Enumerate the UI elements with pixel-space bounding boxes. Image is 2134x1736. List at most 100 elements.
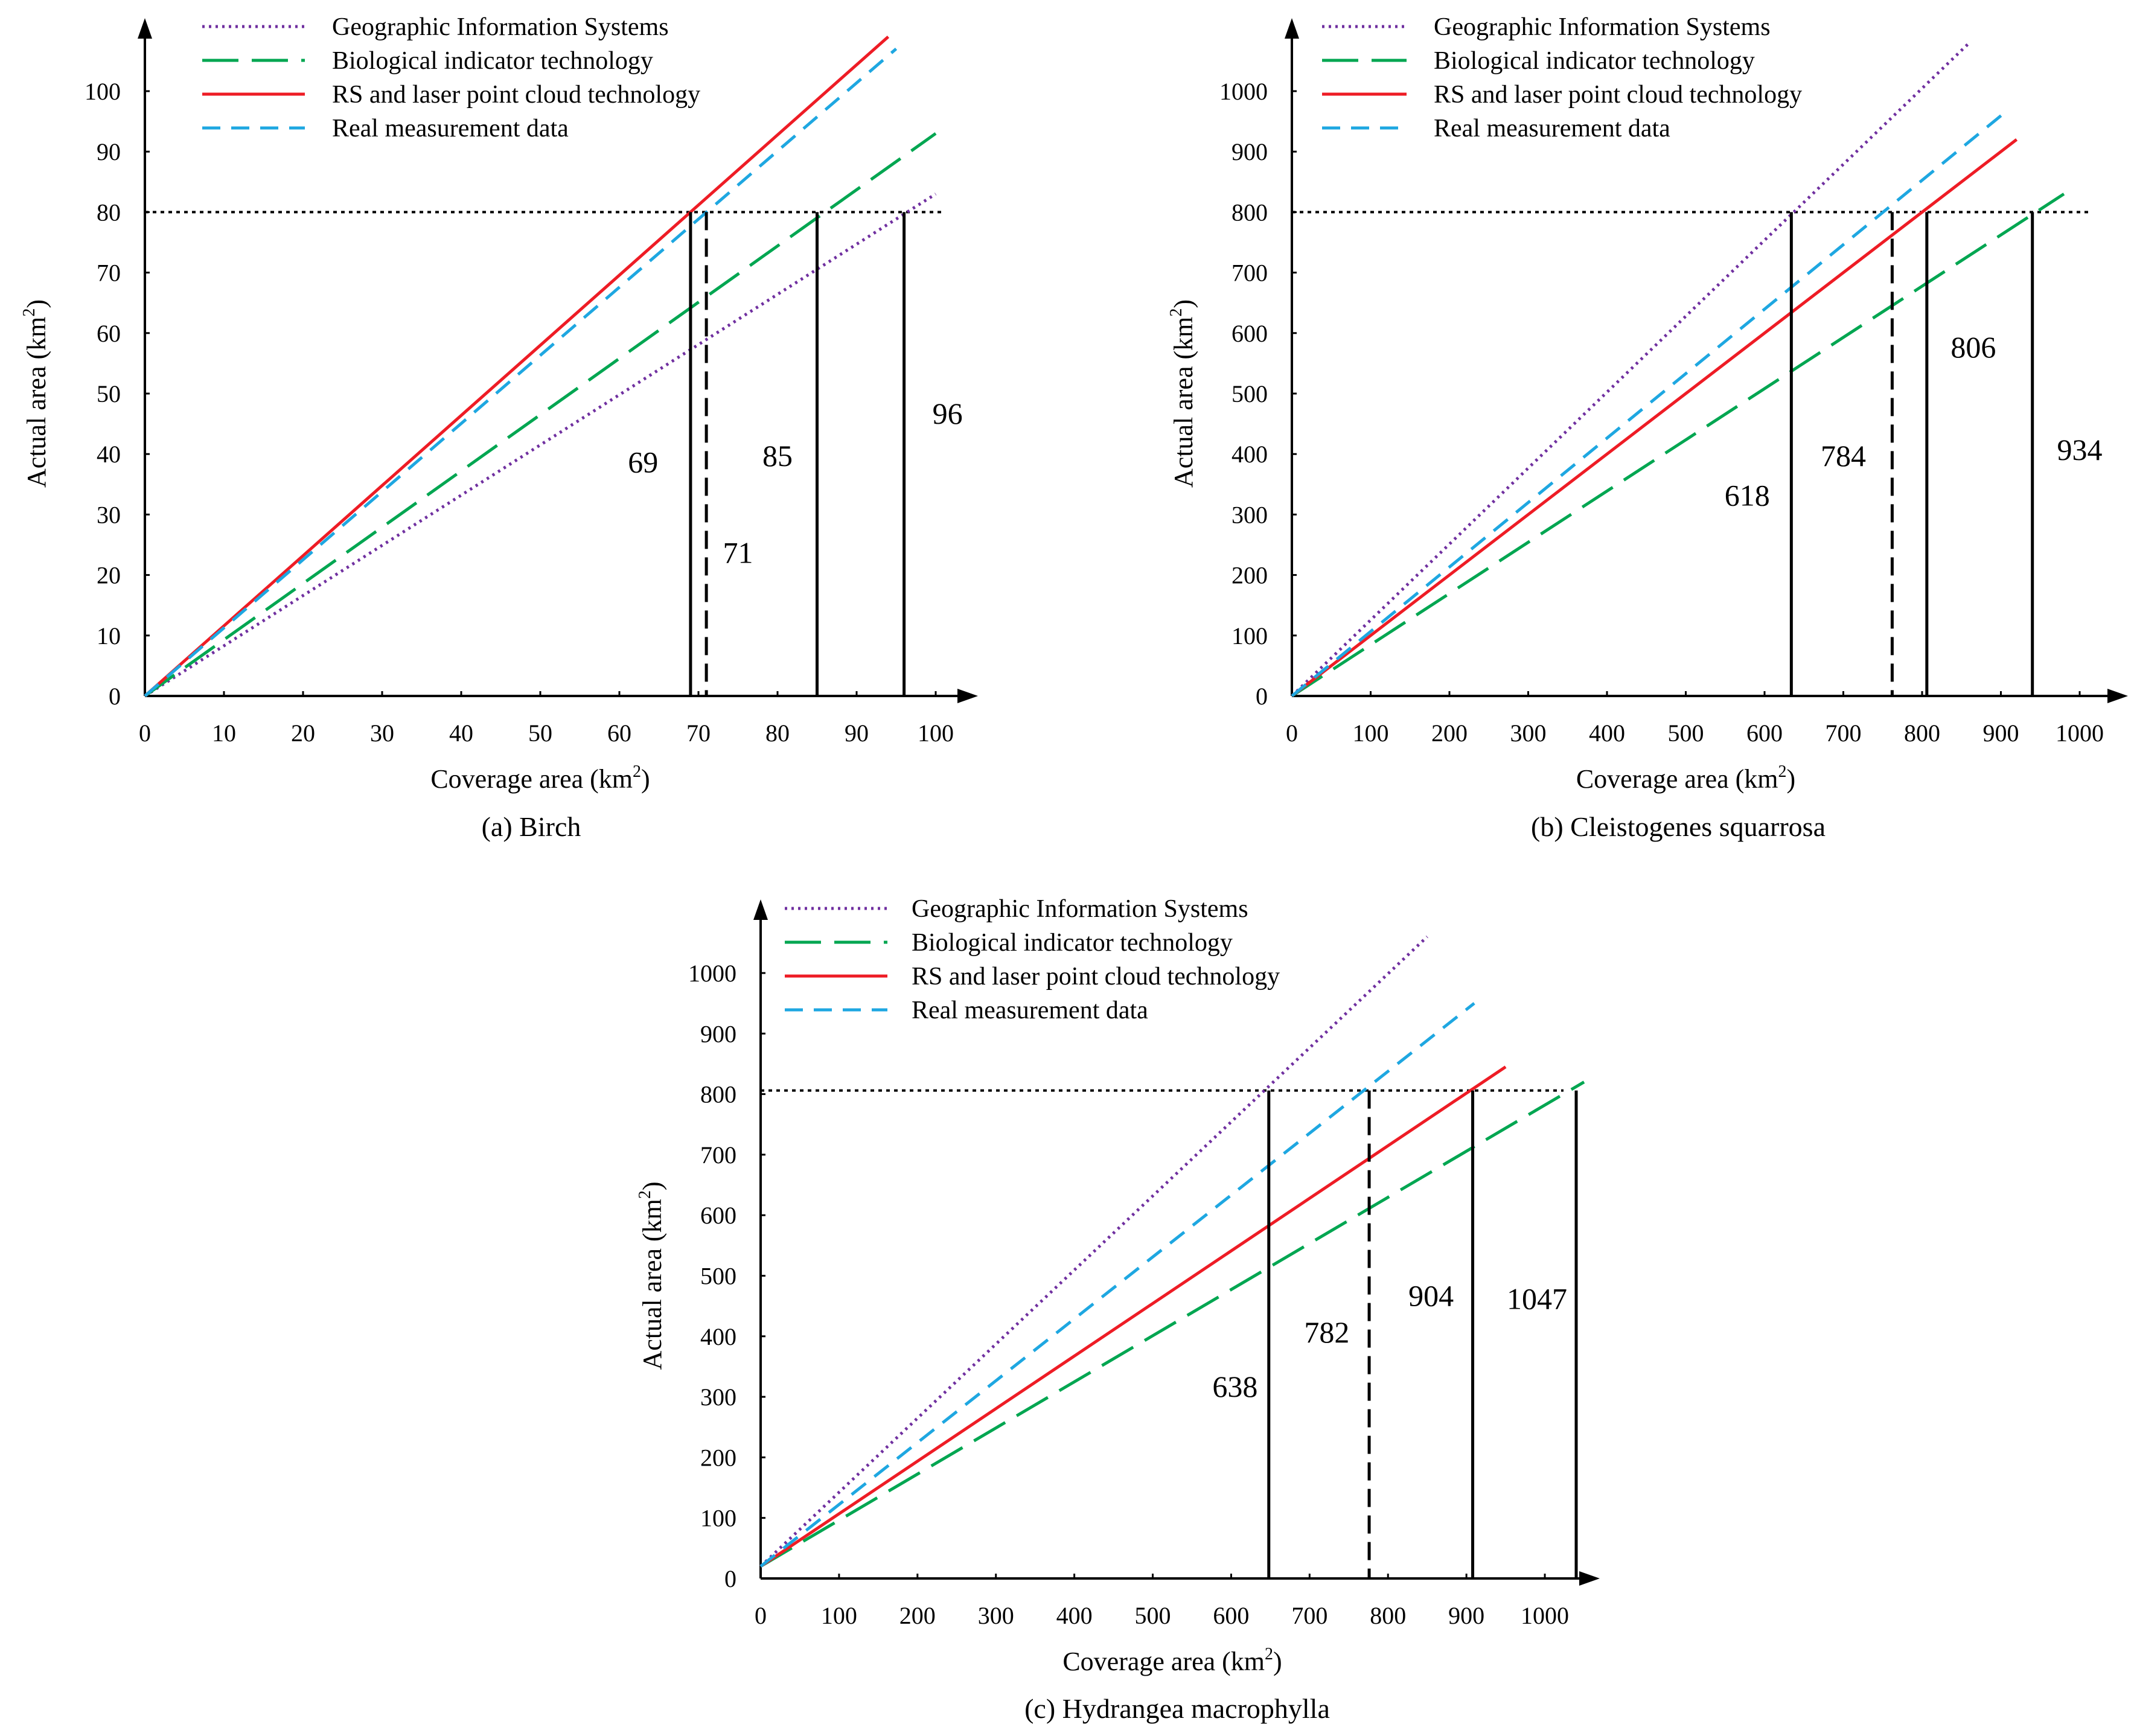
- y-tick-label: 1000: [688, 960, 736, 987]
- x-tick-label: 30: [370, 720, 394, 747]
- x-tick-label: 1000: [2056, 720, 2104, 747]
- legend-label-bio: Biological indicator technology: [332, 47, 653, 75]
- drop-line-label: 96: [933, 397, 963, 430]
- y-tick-label: 90: [97, 138, 121, 165]
- y-tick-label: 0: [109, 683, 121, 710]
- legend-label-gis: Geographic Information Systems: [1434, 13, 1771, 41]
- y-axis-label: Actual area (km2): [636, 1181, 667, 1370]
- y-tick-label: 60: [97, 320, 121, 347]
- chart-panel-c: 0 100 200 300 400 500 600 700 800 900 1000 0 100 200 3…: [636, 895, 1600, 1724]
- x-tick-label: 40: [449, 720, 473, 747]
- series-line-bio: [1291, 193, 2065, 698]
- y-tick-label: 70: [97, 260, 121, 287]
- x-tick-label: 0: [755, 1602, 767, 1629]
- legend-label-real: Real measurement data: [1434, 115, 1670, 142]
- x-tick-label: 900: [1448, 1602, 1484, 1629]
- x-tick-label: 700: [1291, 1602, 1327, 1629]
- y-tick-label: 600: [700, 1202, 736, 1229]
- y-tick-label: 0: [1256, 683, 1268, 710]
- chart-panel-b: 0 100 200 300 400 500 600 700 800 900 1000 0 100 200 3…: [1167, 13, 2128, 842]
- y-tick-label: 800: [700, 1081, 736, 1108]
- x-tick-label: 800: [1904, 720, 1940, 747]
- chart-caption: (b) Cleistogenes squarrosa: [1531, 811, 1826, 842]
- x-axis-arrow-icon: [2107, 689, 2128, 703]
- y-tick-label: 100: [1232, 622, 1268, 649]
- y-tick-label: 30: [97, 501, 121, 528]
- x-tick-label: 90: [845, 720, 869, 747]
- y-tick-label: 600: [1232, 320, 1268, 347]
- series-line-rs: [144, 35, 890, 697]
- legend-label-rs: RS and laser point cloud technology: [332, 81, 700, 109]
- x-tick-label: 70: [686, 720, 711, 747]
- legend-label-rs: RS and laser point cloud technology: [912, 963, 1280, 991]
- y-tick-label: 50: [97, 380, 121, 407]
- series-line-real: [759, 1002, 1475, 1568]
- x-tick-label: 500: [1668, 720, 1704, 747]
- legend-label-bio: Biological indicator technology: [912, 929, 1233, 957]
- x-tick-label: 20: [291, 720, 315, 747]
- drop-line-label: 934: [2057, 433, 2103, 467]
- x-axis-label: Coverage area (km2): [430, 762, 650, 794]
- x-axis-arrow-icon: [1579, 1571, 1600, 1586]
- series-line-gis: [1291, 42, 1971, 697]
- y-tick-label: 200: [1232, 562, 1268, 589]
- x-tick-label: 800: [1370, 1602, 1406, 1629]
- chart-caption: (a) Birch: [482, 811, 581, 842]
- x-tick-label: 900: [1983, 720, 2019, 747]
- legend: Geographic Information Systems Biological…: [1322, 13, 1802, 142]
- y-tick-label: 800: [1232, 199, 1268, 226]
- x-axis-arrow-icon: [957, 689, 978, 703]
- y-tick-label: 900: [1232, 138, 1268, 165]
- series-line-real: [1291, 108, 2010, 697]
- y-tick-label: 100: [700, 1505, 736, 1532]
- x-tick-label: 1000: [1521, 1602, 1569, 1629]
- drop-line-label: 618: [1725, 478, 1770, 512]
- x-tick-label: 500: [1135, 1602, 1171, 1629]
- y-tick-label: 0: [724, 1565, 736, 1592]
- x-tick-label: 600: [1213, 1602, 1249, 1629]
- drop-line-label: 69: [628, 445, 658, 479]
- y-tick-label: 300: [700, 1383, 736, 1411]
- y-tick-label: 700: [700, 1141, 736, 1169]
- y-tick-label: 400: [700, 1323, 736, 1350]
- series-line-gis: [759, 936, 1428, 1568]
- y-tick-label: 10: [97, 622, 121, 649]
- y-tick-label: 500: [1232, 380, 1268, 407]
- x-tick-label: 200: [899, 1602, 936, 1629]
- y-tick-label: 900: [700, 1020, 736, 1047]
- x-tick-label: 300: [978, 1602, 1014, 1629]
- x-tick-label: 0: [1286, 720, 1298, 747]
- y-tick-label: 500: [700, 1263, 736, 1290]
- drop-line-label: 71: [723, 536, 753, 570]
- legend-label-rs: RS and laser point cloud technology: [1434, 81, 1802, 109]
- chart-panel-a: 0 10 20 30 40 50 60 70 80 90 100 0 10 20 30 40 50 60 70 80 9…: [20, 13, 978, 842]
- x-tick-label: 200: [1431, 720, 1468, 747]
- y-tick-label: 700: [1232, 260, 1268, 287]
- legend-label-gis: Geographic Information Systems: [912, 895, 1248, 923]
- drop-line-label: 784: [1821, 439, 1866, 473]
- y-tick-label: 1000: [1219, 78, 1268, 105]
- y-axis-arrow-icon: [753, 899, 768, 920]
- x-axis-label: Coverage area (km2): [1576, 762, 1795, 794]
- x-tick-label: 100: [1353, 720, 1389, 747]
- series-line-bio: [759, 1080, 1585, 1568]
- legend-label-gis: Geographic Information Systems: [332, 13, 669, 41]
- x-tick-label: 80: [765, 720, 790, 747]
- y-tick-label: 100: [85, 78, 121, 105]
- y-tick-label: 20: [97, 562, 121, 589]
- y-tick-label: 200: [700, 1444, 736, 1471]
- y-tick-label: 300: [1232, 501, 1268, 528]
- y-axis-arrow-icon: [1285, 18, 1299, 39]
- x-tick-label: 100: [821, 1602, 857, 1629]
- y-tick-label: 40: [97, 441, 121, 468]
- y-tick-label: 80: [97, 199, 121, 226]
- drop-line-label: 85: [762, 439, 793, 473]
- x-tick-label: 600: [1746, 720, 1783, 747]
- chart-caption: (c) Hydrangea macrophylla: [1024, 1693, 1330, 1724]
- drop-line-label: 1047: [1507, 1282, 1567, 1316]
- x-tick-label: 50: [528, 720, 552, 747]
- x-tick-label: 60: [607, 720, 631, 747]
- y-axis-arrow-icon: [138, 18, 152, 39]
- drop-line-label: 638: [1212, 1370, 1257, 1403]
